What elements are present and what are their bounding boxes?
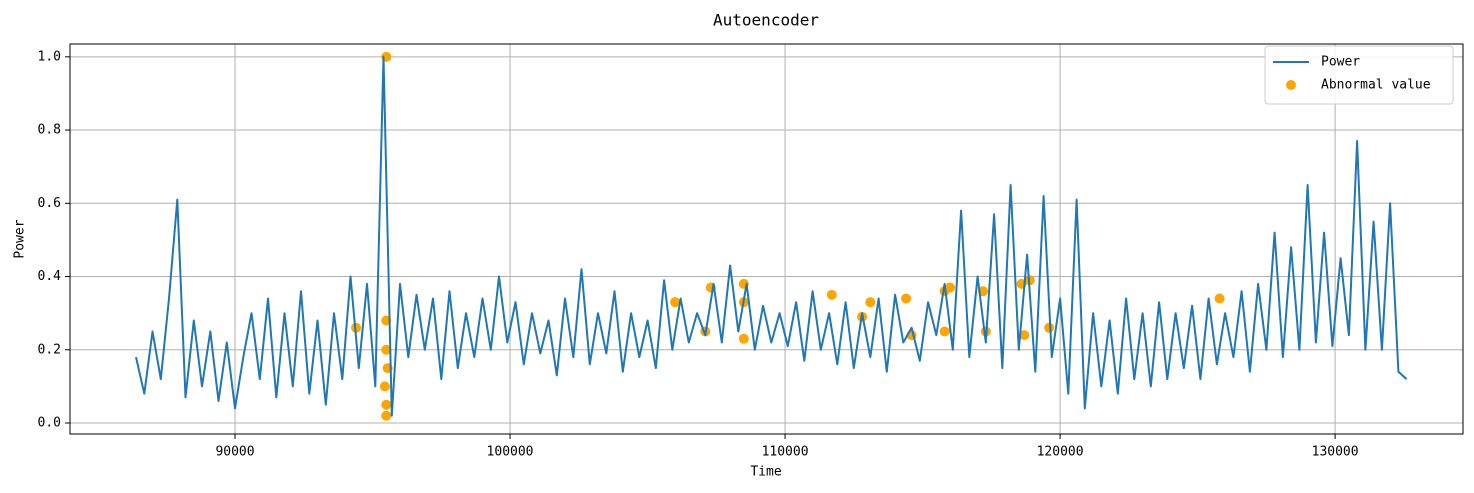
- anomaly-point: [939, 326, 950, 337]
- x-tick-label: 90000: [215, 445, 254, 460]
- y-tick-label: 0.0: [38, 416, 61, 431]
- x-tick-label: 100000: [487, 445, 534, 460]
- anomaly-point: [1019, 330, 1030, 341]
- anomaly-point: [381, 399, 392, 410]
- plot-frame: [69, 43, 1464, 435]
- line-series: [135, 55, 1408, 417]
- legend-label: Abnormal value: [1321, 78, 1431, 93]
- y-tick-label: 0.4: [38, 269, 62, 284]
- anomaly-point: [1044, 322, 1055, 333]
- anomaly-point: [826, 289, 837, 300]
- legend-label: Power: [1321, 55, 1360, 70]
- anomaly-point: [945, 282, 956, 293]
- x-tick-label: 130000: [1312, 445, 1359, 460]
- y-tick-label: 0.8: [38, 123, 61, 138]
- anomaly-point: [381, 410, 392, 421]
- anomaly-point: [738, 333, 749, 344]
- chart-title: Autoencoder: [713, 11, 819, 30]
- anomaly-point: [1214, 293, 1225, 304]
- anomaly-point: [670, 297, 681, 308]
- legend-box: [1264, 45, 1454, 105]
- anomaly-point: [901, 293, 912, 304]
- legend-marker: [1286, 80, 1296, 90]
- y-tick-label: 1.0: [38, 49, 61, 64]
- anomaly-point: [865, 297, 876, 308]
- y-tick-label: 0.2: [38, 342, 61, 357]
- x-tick-label: 110000: [762, 445, 809, 460]
- x-tick-label: 120000: [1037, 445, 1084, 460]
- x-axis-label: Time: [750, 465, 781, 480]
- anomaly-point: [381, 344, 392, 355]
- y-axis-label: Power: [13, 219, 28, 258]
- anomaly-point: [379, 381, 390, 392]
- y-tick-label: 0.6: [38, 196, 61, 211]
